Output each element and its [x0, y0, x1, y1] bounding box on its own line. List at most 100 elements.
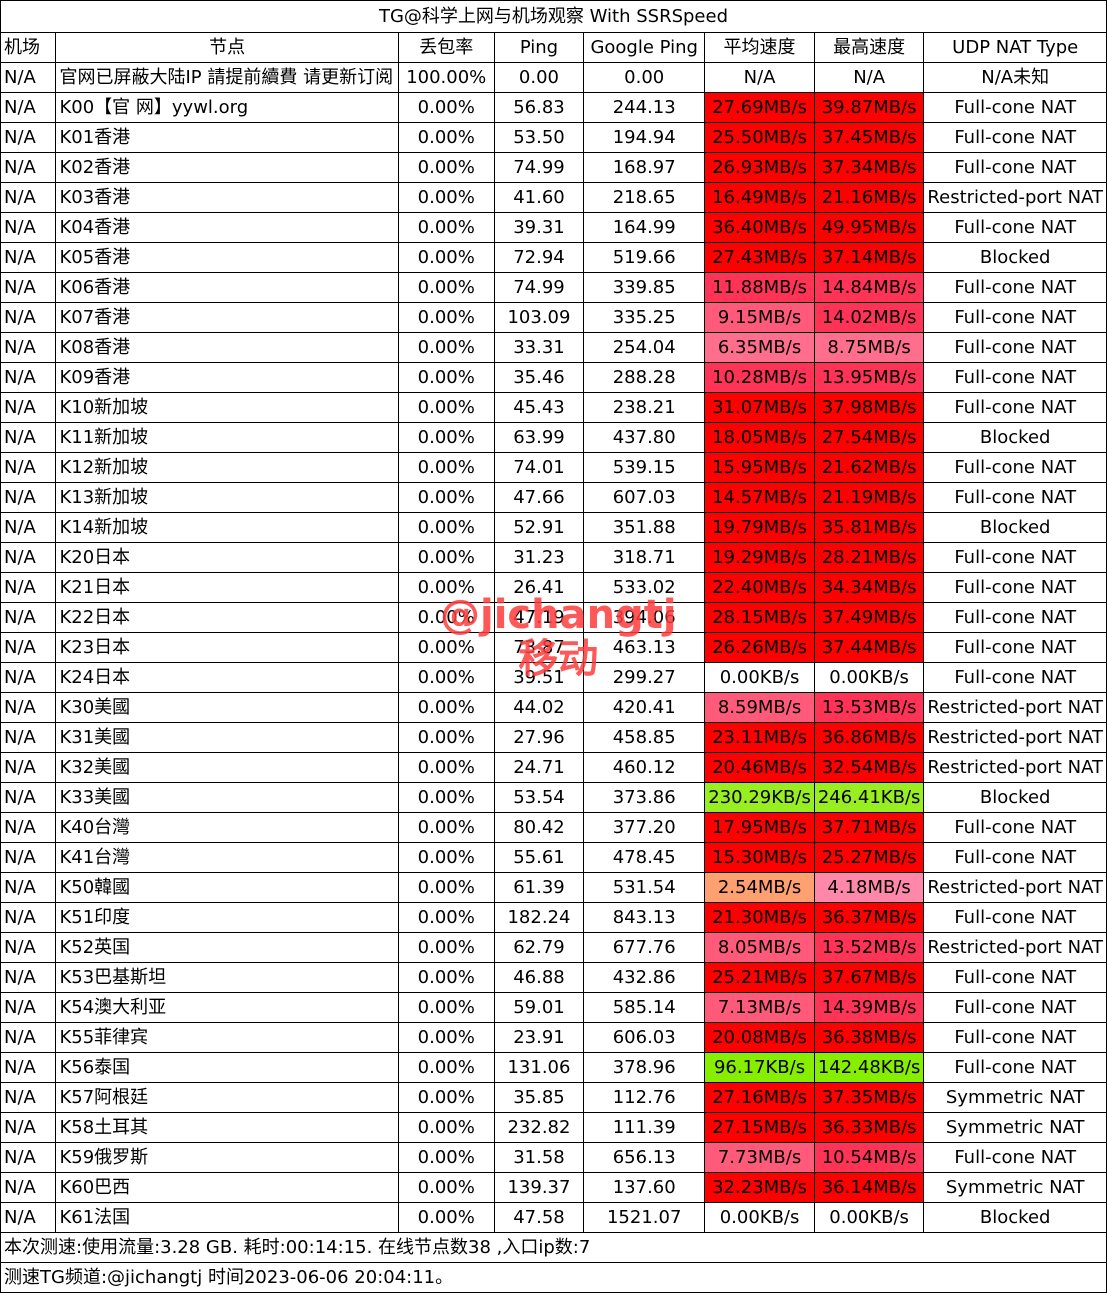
- cell-loss: 0.00%: [397, 1202, 495, 1233]
- cell-google-ping: 218.65: [583, 182, 706, 213]
- cell-airport: N/A: [0, 422, 57, 453]
- cell-airport: N/A: [0, 962, 57, 993]
- cell-loss: 0.00%: [397, 152, 495, 183]
- table-row: N/A K07香港 0.00% 103.09 335.25 9.15MB/s 14.02MB…: [0, 302, 1107, 333]
- cell-loss: 0.00%: [397, 932, 495, 963]
- cell-loss: 0.00%: [397, 1022, 495, 1053]
- cell-udp-nat-type: Blocked: [923, 512, 1107, 543]
- cell-airport: N/A: [0, 932, 57, 963]
- cell-ping: 53.50: [493, 122, 585, 153]
- table-row: N/A K21日本 0.00% 26.41 533.02 22.40MB/s 34.34MB…: [0, 572, 1107, 603]
- cell-loss: 0.00%: [397, 452, 495, 483]
- cell-loss: 0.00%: [397, 1052, 495, 1083]
- cell-ping: 47.66: [493, 482, 585, 513]
- cell-udp-nat-type: Full-cone NAT: [923, 572, 1107, 603]
- cell-udp-nat-type: N/A未知: [923, 62, 1107, 93]
- cell-node: K13新加坡: [55, 482, 399, 513]
- cell-node: K22日本: [55, 602, 399, 633]
- table-row: N/A K54澳大利亚 0.00% 59.01 585.14 7.13MB/s 14.39M…: [0, 992, 1107, 1023]
- cell-avg-speed: 27.16MB/s: [704, 1082, 815, 1113]
- cell-avg-speed: 230.29KB/s: [704, 782, 815, 813]
- table-row: N/A K33美國 0.00% 53.54 373.86 230.29KB/s 246.41…: [0, 782, 1107, 813]
- cell-google-ping: 677.76: [583, 932, 706, 963]
- cell-avg-speed: 8.05MB/s: [704, 932, 815, 963]
- table-row: N/A K53巴基斯坦 0.00% 46.88 432.86 25.21MB/s 37.67…: [0, 962, 1107, 993]
- cell-avg-speed: 19.29MB/s: [704, 542, 815, 573]
- cell-udp-nat-type: Full-cone NAT: [923, 332, 1107, 363]
- cell-max-speed: 0.00KB/s: [813, 1202, 925, 1233]
- cell-loss: 0.00%: [397, 182, 495, 213]
- cell-udp-nat-type: Full-cone NAT: [923, 632, 1107, 663]
- cell-max-speed: N/A: [813, 62, 925, 93]
- cell-node: K08香港: [55, 332, 399, 363]
- cell-ping: 59.01: [493, 992, 585, 1023]
- cell-ping: 74.01: [493, 452, 585, 483]
- cell-max-speed: 14.02MB/s: [813, 302, 925, 333]
- table-row: N/A K22日本 0.00% 47.19 394.06 28.15MB/s 37.49MB…: [0, 602, 1107, 633]
- cell-max-speed: 21.16MB/s: [813, 182, 925, 213]
- cell-google-ping: 656.13: [583, 1142, 706, 1173]
- cell-max-speed: 35.81MB/s: [813, 512, 925, 543]
- cell-loss: 0.00%: [397, 632, 495, 663]
- table-row: N/A K40台灣 0.00% 80.42 377.20 17.95MB/s 37.71MB…: [0, 812, 1107, 843]
- cell-node: K41台灣: [55, 842, 399, 873]
- footer-summary: 本次测速:使用流量:3.28 GB. 耗时:00:14:15. 在线节点数38 …: [0, 1232, 1107, 1263]
- cell-udp-nat-type: Full-cone NAT: [923, 842, 1107, 873]
- cell-ping: 35.85: [493, 1082, 585, 1113]
- cell-max-speed: 36.37MB/s: [813, 902, 925, 933]
- table-title-row: TG@科学上网与机场观察 With SSRSpeed: [0, 0, 1107, 33]
- cell-max-speed: 34.34MB/s: [813, 572, 925, 603]
- cell-max-speed: 39.87MB/s: [813, 92, 925, 123]
- cell-google-ping: 458.85: [583, 722, 706, 753]
- cell-airport: N/A: [0, 122, 57, 153]
- cell-airport: N/A: [0, 62, 57, 93]
- footer-row-summary: 本次测速:使用流量:3.28 GB. 耗时:00:14:15. 在线节点数38 …: [0, 1232, 1107, 1263]
- cell-udp-nat-type: Full-cone NAT: [923, 122, 1107, 153]
- cell-ping: 53.54: [493, 782, 585, 813]
- table-row: N/A K23日本 0.00% 73.87 463.13 26.26MB/s 37.44MB…: [0, 632, 1107, 663]
- cell-node: 官网已屏蔽大陆IP 請提前續費 请更新订阅: [55, 62, 399, 93]
- cell-google-ping: 531.54: [583, 872, 706, 903]
- cell-avg-speed: 27.43MB/s: [704, 242, 815, 273]
- table-row: N/A K01香港 0.00% 53.50 194.94 25.50MB/s 37.45MB…: [0, 122, 1107, 153]
- cell-ping: 103.09: [493, 302, 585, 333]
- cell-avg-speed: 25.50MB/s: [704, 122, 815, 153]
- cell-loss: 0.00%: [397, 872, 495, 903]
- cell-udp-nat-type: Restricted-port NAT: [923, 872, 1107, 903]
- cell-avg-speed: 14.57MB/s: [704, 482, 815, 513]
- table-row: N/A K02香港 0.00% 74.99 168.97 26.93MB/s 37.34MB…: [0, 152, 1107, 183]
- cell-avg-speed: 21.30MB/s: [704, 902, 815, 933]
- cell-node: K21日本: [55, 572, 399, 603]
- cell-loss: 0.00%: [397, 512, 495, 543]
- cell-airport: N/A: [0, 872, 57, 903]
- header-ping: Ping: [493, 32, 585, 63]
- cell-avg-speed: 19.79MB/s: [704, 512, 815, 543]
- cell-airport: N/A: [0, 782, 57, 813]
- cell-loss: 0.00%: [397, 482, 495, 513]
- table-row: N/A K06香港 0.00% 74.99 339.85 11.88MB/s 14.84MB…: [0, 272, 1107, 303]
- cell-google-ping: 0.00: [583, 62, 706, 93]
- cell-airport: N/A: [0, 1112, 57, 1143]
- cell-airport: N/A: [0, 362, 57, 393]
- cell-loss: 0.00%: [397, 212, 495, 243]
- cell-avg-speed: 16.49MB/s: [704, 182, 815, 213]
- cell-node: K54澳大利亚: [55, 992, 399, 1023]
- cell-airport: N/A: [0, 1082, 57, 1113]
- cell-loss: 0.00%: [397, 782, 495, 813]
- cell-google-ping: 1521.07: [583, 1202, 706, 1233]
- table-row: N/A K04香港 0.00% 39.31 164.99 36.40MB/s 49.95MB…: [0, 212, 1107, 243]
- table-row: N/A K08香港 0.00% 33.31 254.04 6.35MB/s 8.75MB/s…: [0, 332, 1107, 363]
- cell-ping: 31.23: [493, 542, 585, 573]
- table-row: N/A K05香港 0.00% 72.94 519.66 27.43MB/s 37.14MB…: [0, 242, 1107, 273]
- cell-ping: 131.06: [493, 1052, 585, 1083]
- table-row: N/A K30美國 0.00% 44.02 420.41 8.59MB/s 13.53MB/…: [0, 692, 1107, 723]
- cell-ping: 52.91: [493, 512, 585, 543]
- cell-udp-nat-type: Full-cone NAT: [923, 452, 1107, 483]
- cell-max-speed: 14.39MB/s: [813, 992, 925, 1023]
- cell-loss: 0.00%: [397, 1142, 495, 1173]
- cell-node: K60巴西: [55, 1172, 399, 1203]
- cell-avg-speed: 27.15MB/s: [704, 1112, 815, 1143]
- cell-google-ping: 238.21: [583, 392, 706, 423]
- cell-node: K53巴基斯坦: [55, 962, 399, 993]
